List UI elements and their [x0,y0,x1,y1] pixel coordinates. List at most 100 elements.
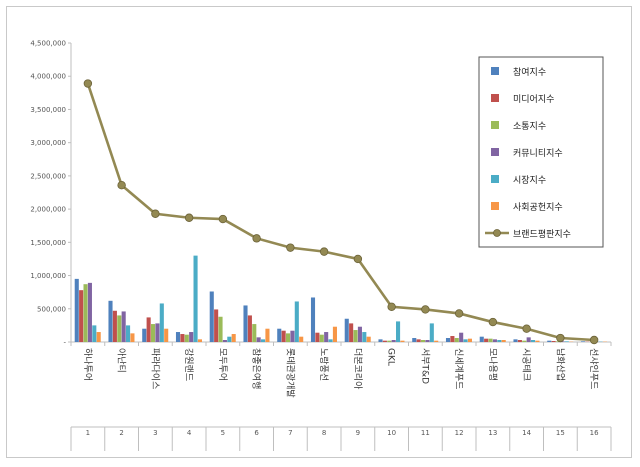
bar [382,340,387,342]
bar [497,340,502,342]
line-point [184,213,194,222]
category-index: 16 [590,429,599,437]
bar [531,340,536,342]
category-label: 서부T&D [419,348,430,384]
bar [83,284,88,342]
y-tick-label: 3,000,000 [30,139,66,147]
bar [378,339,383,342]
category-index: 5 [221,429,225,437]
category-index: 4 [187,429,192,437]
bar [247,315,252,342]
line-point [387,302,396,311]
legend-label: 시장지수 [513,175,546,186]
y-tick-label: 3,500,000 [30,106,66,114]
y-tick-label: 4,000,000 [30,73,66,81]
chart-svg: - 500,000 1,000,000 1,500,000 2,000,000 2,500… [30,40,612,451]
bar [209,291,214,342]
bar [580,341,586,342]
bar [387,340,392,342]
category-index: 3 [153,429,157,437]
bar [294,301,299,342]
legend-swatch [491,175,499,183]
bar [420,340,426,342]
bar [324,332,329,342]
category-index: 2 [119,429,123,437]
legend-line-marker [493,229,501,237]
bar [112,310,117,342]
bar [484,338,489,342]
line-point [319,247,329,256]
line-point [252,234,261,243]
line-point [589,335,599,345]
bar [180,334,185,342]
category-label: 시공테크 [521,348,532,381]
bar [416,339,421,342]
line-point [522,324,531,333]
line-series-brand [86,83,595,342]
bar [290,330,295,342]
bar [130,333,135,342]
legend-swatch [491,94,499,102]
category-index: 8 [322,429,326,437]
bar [349,323,354,342]
line-point [218,214,228,224]
bar [479,336,484,342]
bar [184,334,189,342]
bar [117,315,122,342]
category-label: 롯데관광개발 [284,348,296,398]
y-tick-label: 2,000,000 [30,206,66,214]
bar [564,341,569,342]
y-tick-label: 2,500,000 [30,172,66,180]
bar [445,338,451,342]
line-point [488,317,498,327]
bar [357,326,362,342]
category-index: 11 [421,429,430,437]
bar [396,321,401,342]
bar [281,330,286,342]
bar [526,337,531,342]
bar [218,316,223,342]
bar [261,339,266,342]
line-point [117,180,126,190]
bar [121,311,126,342]
category-index: 13 [488,429,497,437]
bar [454,338,459,342]
legend-label: 커뮤니티지수 [513,148,563,159]
category-index: 9 [356,429,360,437]
bar [79,290,84,342]
bar [222,340,227,342]
legend-label: 소통지수 [513,121,546,132]
bar [492,339,497,342]
bar [155,323,160,342]
bar [400,340,405,342]
bar [463,339,468,342]
category-index: 10 [387,429,396,437]
line-point [353,254,363,264]
chart-frame: - 500,000 1,000,000 1,500,000 2,000,000 2,500… [6,6,632,458]
legend-label: 사회공헌지수 [513,202,563,213]
bar [74,278,79,342]
y-tick-label: 500,000 [37,305,66,313]
category-label: 노랑풍선 [318,348,330,381]
bar [450,336,455,342]
bar [488,338,493,342]
bar [231,334,236,342]
bar [328,339,333,342]
bar [87,282,92,342]
bar [243,305,248,342]
bar [547,340,552,342]
bar [501,340,506,342]
line-point [421,305,430,314]
bar [434,340,439,342]
bar [366,336,371,342]
category-label: 선샤인푸드 [588,348,599,389]
bar [150,324,156,342]
y-tick-label: 1,000,000 [30,272,66,280]
line-point [286,243,295,252]
bar [175,332,181,342]
bar [344,318,349,342]
bar [353,330,358,342]
category-label: 하나투어 [82,348,93,381]
category-label: 아난티 [116,348,127,373]
legend-swatch [491,121,499,129]
